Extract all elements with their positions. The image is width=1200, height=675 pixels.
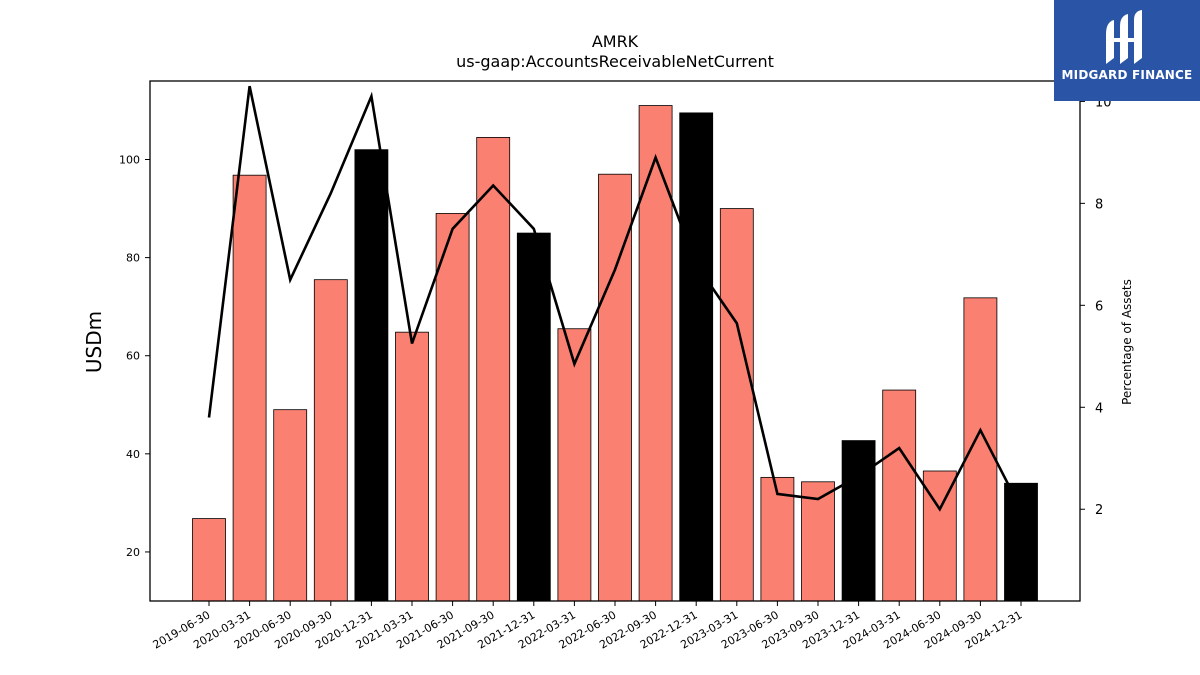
y2-tick-label-8: 8: [1095, 197, 1103, 212]
bar-2023-06-30: [760, 476, 795, 602]
chart-title: AMRK: [591, 32, 639, 51]
y-axis-label-left: USDm: [82, 310, 106, 374]
logo-mark-icon: [1106, 10, 1142, 64]
bar-2022-06-30: [598, 173, 632, 602]
y2-tick-label-2: 2: [1095, 503, 1103, 518]
brand-logo: MIDGARD FINANCE: [1054, 0, 1200, 101]
y2-tick-label-6: 6: [1095, 299, 1103, 314]
bar-2023-03-31: [719, 208, 754, 602]
y-tick-label-20: 20: [126, 546, 140, 559]
bar-2024-03-31: [882, 389, 917, 602]
y-tick-label-40: 40: [126, 448, 140, 461]
y2-tick-label-4: 4: [1095, 401, 1103, 416]
bar-2021-06-30: [435, 213, 470, 602]
bar-2020-03-31: [232, 174, 267, 602]
bar-2022-03-31: [557, 328, 592, 602]
y-axis-label-right: Percentage of Assets: [1120, 279, 1134, 405]
bar-2024-12-31: [1004, 482, 1038, 602]
bar-2020-12-31: [354, 149, 389, 602]
bar-2020-09-30: [313, 279, 348, 602]
bar-2023-12-31: [841, 440, 876, 602]
logo-text: MIDGARD FINANCE: [1061, 68, 1193, 82]
bar-2019-06-30: [192, 518, 226, 602]
y-tick-label-100: 100: [119, 153, 140, 166]
percentage-of-assets-line: [207, 85, 1023, 512]
y-tick-label-60: 60: [126, 350, 140, 363]
chart-subtitle: us-gaap:AccountsReceivableNetCurrent: [456, 52, 774, 71]
bar-2022-09-30: [638, 105, 673, 602]
bar-2024-09-30: [963, 297, 998, 602]
bar-2021-03-31: [395, 331, 429, 602]
bar-2020-06-30: [273, 409, 308, 602]
bar-2021-12-31: [516, 232, 551, 602]
bar-2021-09-30: [476, 137, 511, 602]
bar-2023-09-30: [801, 481, 835, 602]
bar-2022-12-31: [679, 112, 714, 602]
y-tick-label-80: 80: [126, 252, 140, 265]
